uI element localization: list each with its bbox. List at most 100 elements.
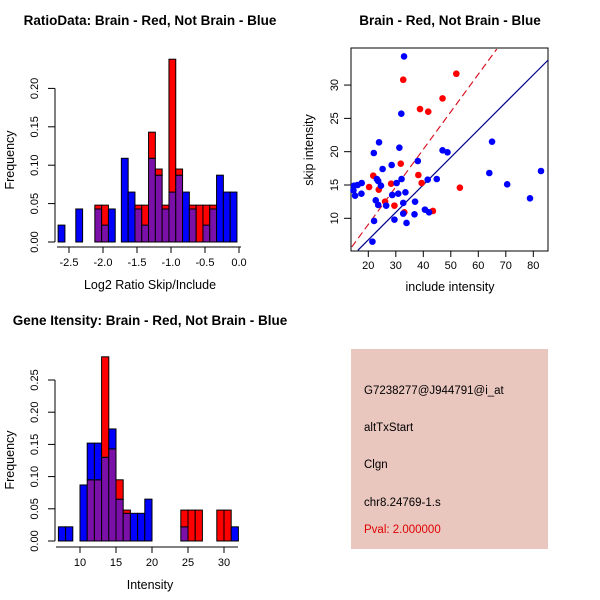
hist-bar-blue bbox=[137, 512, 146, 542]
scatter-point-blue bbox=[433, 175, 441, 183]
y-tick-label: 25 bbox=[329, 112, 341, 124]
hist-bar-red bbox=[141, 204, 150, 226]
scatter-point-blue bbox=[444, 149, 451, 156]
scatter-point-blue bbox=[398, 110, 405, 118]
plot-box bbox=[350, 47, 549, 252]
scatter-point-red bbox=[416, 105, 424, 113]
scatter-point-blue bbox=[393, 179, 400, 187]
hist-bar-overlap bbox=[101, 456, 110, 542]
scatter-point-red bbox=[456, 184, 464, 191]
scatter-point-blue bbox=[358, 190, 365, 197]
x-tick-label: 80 bbox=[527, 260, 539, 272]
scatter-point-blue bbox=[411, 198, 419, 205]
hist-bar-red bbox=[180, 509, 189, 528]
x-tick-label: 30 bbox=[390, 260, 402, 272]
scatter-point-blue bbox=[379, 165, 386, 173]
scatter-point-red bbox=[415, 171, 422, 179]
scatter-point-red bbox=[399, 76, 407, 84]
scatter-point-red bbox=[439, 95, 446, 102]
scatter-point-blue bbox=[402, 189, 409, 196]
scatter-point-blue bbox=[388, 161, 395, 169]
hist-bar-blue bbox=[230, 526, 239, 542]
scatter-point-blue bbox=[399, 199, 407, 207]
hist-bar-red bbox=[202, 204, 211, 226]
intensity-scatter-panel: Brain - Red, Not Brain - Blue 20 30 40 50 60 7… bbox=[302, 13, 549, 294]
hist-bar-overlap bbox=[161, 208, 170, 243]
gene-symbol-text: Clgn bbox=[364, 459, 388, 471]
hist-bar-blue bbox=[57, 224, 66, 243]
scatter-point-blue bbox=[439, 147, 446, 154]
scatter-point-blue bbox=[411, 211, 418, 218]
hist-bar-overlap bbox=[101, 224, 109, 243]
x-tick-label: 20 bbox=[146, 557, 158, 569]
brain-fit-line bbox=[351, 48, 498, 248]
y-tick-label: 30 bbox=[329, 79, 341, 91]
hist-bar-red bbox=[122, 509, 131, 514]
x-tick-label: 0.0 bbox=[231, 257, 246, 269]
x-tick-label: 25 bbox=[182, 557, 194, 569]
y-axis-title: skip intensity bbox=[302, 113, 316, 185]
hist-bar-blue bbox=[182, 191, 190, 243]
x-axis-title: Log2 Ratio Skip/Include bbox=[84, 278, 216, 292]
scatter-point-blue bbox=[414, 157, 422, 165]
scatter-point-blue bbox=[403, 219, 410, 227]
hist-bar-overlap bbox=[86, 479, 95, 542]
y-tick-label: 20 bbox=[329, 146, 341, 158]
pval-text: Pval: 2.000000 bbox=[364, 524, 441, 536]
hist-bar-red bbox=[168, 58, 177, 193]
x-tick-label: 70 bbox=[500, 260, 512, 272]
scatter-point-blue bbox=[398, 175, 405, 183]
y-tick-label: 0.25 bbox=[29, 369, 41, 390]
hist-bar-overlap bbox=[122, 512, 131, 542]
hist-bar-overlap bbox=[115, 498, 124, 542]
hist-bar-red bbox=[154, 168, 163, 176]
scatter-point-red bbox=[391, 202, 398, 209]
hist-bar-blue bbox=[108, 428, 117, 450]
x-axis-title: Intensity bbox=[127, 578, 174, 592]
hist-bar-blue bbox=[57, 526, 67, 542]
hist-bar-blue bbox=[144, 498, 153, 542]
scatter-point-blue bbox=[350, 187, 357, 194]
x-tick-label: 60 bbox=[472, 260, 484, 272]
x-tick-label: -2.0 bbox=[94, 257, 113, 269]
scatter-point-blue bbox=[486, 169, 493, 177]
gene-info-box: G7238277@J944791@i_at altTxStart Clgn ch… bbox=[351, 349, 548, 549]
scatter-point-blue bbox=[391, 216, 398, 223]
hist-bar-blue bbox=[120, 157, 129, 243]
scatter-point-blue bbox=[526, 195, 534, 202]
scatter-point-blue bbox=[488, 138, 496, 145]
y-tick-label: 0.20 bbox=[29, 401, 41, 422]
x-tick-label: -1.0 bbox=[162, 257, 181, 269]
hist-bar-red bbox=[161, 204, 170, 210]
hist-bar-red bbox=[175, 168, 184, 176]
hist-bar-blue bbox=[75, 208, 84, 243]
scatter-point-red bbox=[453, 70, 460, 78]
scatter-point-blue bbox=[394, 190, 402, 197]
scatter-point-blue bbox=[396, 144, 403, 151]
scatter-point-red bbox=[365, 183, 373, 191]
locus-text: chr8.24769-1.s bbox=[364, 497, 441, 509]
y-tick-label: 10 bbox=[329, 212, 341, 224]
x-axis-title: include intensity bbox=[406, 280, 496, 294]
hist-bar-red bbox=[194, 509, 203, 542]
hist-bar-overlap bbox=[168, 191, 177, 243]
scatter-point-blue bbox=[399, 210, 407, 217]
scatter-point-blue bbox=[351, 192, 359, 199]
scatter-point-blue bbox=[374, 201, 382, 209]
hist-bar-blue bbox=[79, 484, 88, 542]
hist-bar-red bbox=[216, 509, 225, 542]
hist-bar-overlap bbox=[93, 479, 103, 542]
hist-bar-overlap bbox=[154, 174, 163, 243]
scatter-point-blue bbox=[377, 182, 385, 189]
x-tick-label: 30 bbox=[218, 557, 230, 569]
hist-bar-overlap bbox=[141, 224, 150, 243]
scatter-point-blue bbox=[537, 167, 545, 175]
hist-bar-blue bbox=[127, 191, 136, 243]
probe-id-text: G7238277@J944791@i_at bbox=[364, 385, 504, 397]
hist-bar-red bbox=[195, 204, 204, 243]
scatter-point-blue bbox=[370, 217, 378, 225]
hist-bar-red bbox=[148, 131, 156, 159]
hist-bar-blue bbox=[86, 442, 95, 481]
y-tick-label: 0.10 bbox=[29, 466, 41, 487]
